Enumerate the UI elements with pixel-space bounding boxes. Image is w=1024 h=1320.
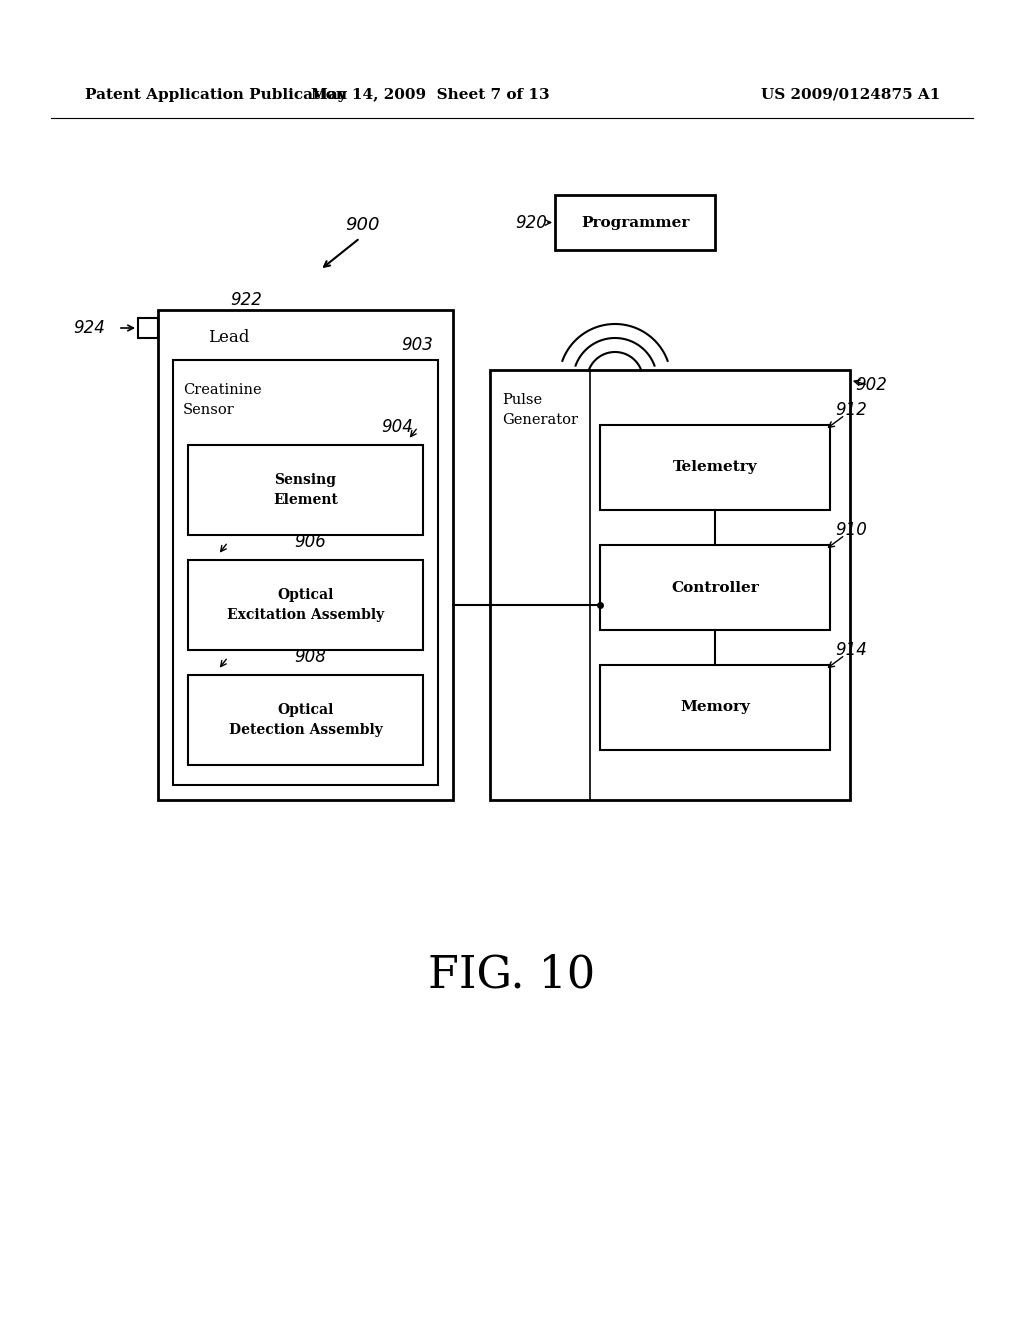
Text: Patent Application Publication: Patent Application Publication (85, 88, 347, 102)
Text: Telemetry: Telemetry (673, 461, 758, 474)
Text: 924: 924 (73, 319, 105, 337)
FancyBboxPatch shape (555, 195, 715, 249)
Text: US 2009/0124875 A1: US 2009/0124875 A1 (761, 88, 940, 102)
Text: Sensing
Element: Sensing Element (273, 474, 338, 507)
FancyBboxPatch shape (188, 675, 423, 766)
FancyBboxPatch shape (188, 560, 423, 649)
FancyBboxPatch shape (600, 425, 830, 510)
Text: 910: 910 (835, 521, 867, 539)
Text: Controller: Controller (671, 581, 759, 594)
Text: Creatinine
Sensor: Creatinine Sensor (183, 383, 261, 417)
Text: 912: 912 (835, 401, 867, 418)
Text: 900: 900 (345, 216, 380, 234)
FancyBboxPatch shape (188, 445, 423, 535)
Text: 908: 908 (295, 648, 327, 667)
Text: Lead: Lead (208, 330, 250, 346)
FancyBboxPatch shape (600, 665, 830, 750)
Text: 904: 904 (381, 418, 413, 436)
Text: Pulse
Generator: Pulse Generator (502, 393, 578, 426)
Text: 922: 922 (230, 290, 262, 309)
Text: Programmer: Programmer (581, 215, 689, 230)
Text: Memory: Memory (680, 701, 750, 714)
FancyBboxPatch shape (600, 545, 830, 630)
Text: May 14, 2009  Sheet 7 of 13: May 14, 2009 Sheet 7 of 13 (310, 88, 549, 102)
Text: 920: 920 (515, 214, 547, 231)
FancyBboxPatch shape (173, 360, 438, 785)
FancyBboxPatch shape (138, 318, 158, 338)
FancyBboxPatch shape (490, 370, 850, 800)
Text: Optical
Detection Assembly: Optical Detection Assembly (228, 704, 382, 737)
Text: Optical
Excitation Assembly: Optical Excitation Assembly (227, 589, 384, 622)
FancyBboxPatch shape (158, 310, 453, 800)
Text: 903: 903 (401, 337, 433, 354)
Text: 914: 914 (835, 642, 867, 659)
Text: 906: 906 (295, 533, 327, 550)
Text: FIG. 10: FIG. 10 (428, 953, 596, 997)
Text: 902: 902 (855, 376, 887, 393)
